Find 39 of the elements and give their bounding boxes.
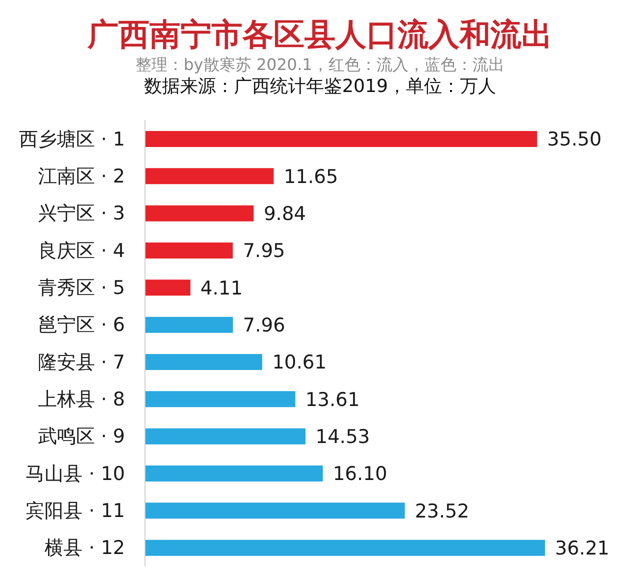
data-label: 11.65 <box>284 166 338 188</box>
data-label: 23.52 <box>414 500 470 522</box>
y-tick-label: 邕宁区 · 6 <box>38 314 125 336</box>
data-label: 16.10 <box>332 463 388 486</box>
data-label: 35.50 <box>547 128 602 151</box>
bar <box>145 131 538 147</box>
y-tick-label: 上林县 · 8 <box>38 388 125 410</box>
bar <box>145 354 262 370</box>
bar <box>145 466 323 482</box>
y-tick-label: 武鸣区 · 9 <box>38 426 125 448</box>
bar <box>145 316 233 333</box>
data-label: 13.61 <box>305 388 360 411</box>
y-tick-label: 西乡塘区 · 1 <box>18 128 125 150</box>
bar <box>145 391 296 408</box>
y-tick-label: 青秀区 · 5 <box>38 276 125 299</box>
bar <box>145 428 306 444</box>
y-tick-label: 横县 · 12 <box>44 537 125 560</box>
data-label: 7.95 <box>242 240 286 262</box>
source-note: 数据来源：广西统计年鉴2019，单位：万人 <box>144 76 496 97</box>
data-label: 36.21 <box>555 538 610 560</box>
bar <box>145 205 254 222</box>
y-tick-label: 江南区 · 2 <box>38 165 125 188</box>
y-tick-label: 良庆区 · 4 <box>38 240 125 262</box>
y-tick-label: 马山县 · 10 <box>26 462 125 485</box>
bar <box>145 280 190 296</box>
y-tick-label: 隆安县 · 7 <box>38 351 125 374</box>
data-label: 14.53 <box>316 426 370 448</box>
data-label: 9.84 <box>264 203 306 226</box>
data-label: 10.61 <box>272 352 327 374</box>
y-tick-label: 兴宁区 · 3 <box>38 202 125 225</box>
bar <box>145 242 233 258</box>
data-label: 7.96 <box>242 314 286 337</box>
bar <box>145 168 274 184</box>
y-tick-label: 宾阳县 · 11 <box>26 500 125 522</box>
bar <box>145 540 545 556</box>
chart-title: 广西南宁市各区县人口流入和流出 <box>88 17 552 53</box>
chart-subtitle: 整理：by散寒苏 2020.1，红色：流入，蓝色：流出 <box>136 55 504 74</box>
data-label: 4.11 <box>200 277 243 300</box>
bar <box>145 502 405 519</box>
